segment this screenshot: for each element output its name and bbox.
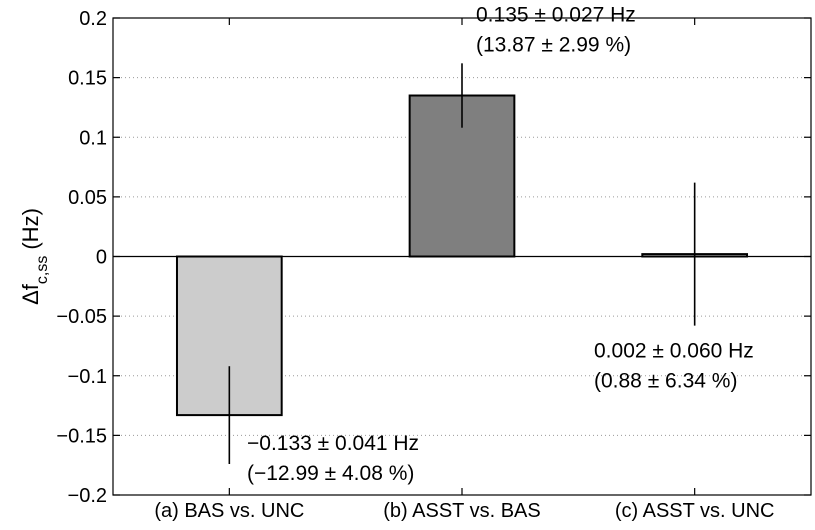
annotation-layer: −0.133 ± 0.041 Hz (−12.99 ± 4.08 %) 0.135 …: [247, 4, 754, 485]
y-axis-label-main: Δf: [18, 283, 43, 305]
y-tick-label: −0.15: [56, 425, 107, 447]
y-axis-label: Δfc,ss (Hz): [18, 208, 51, 305]
data-label-value: −0.133 ± 0.041 Hz: [247, 432, 419, 455]
tick-layer: −0.2 −0.15 −0.1 −0.05 0 0.05 0.1 0.15 0.2 (a) BAS…: [56, 8, 811, 522]
x-category-label: (a) BAS vs. UNC: [154, 500, 304, 522]
y-tick-label: 0: [96, 247, 107, 269]
x-category-label: (b) ASST vs. BAS: [383, 500, 540, 522]
y-axis-label-text: Δfc,ss (Hz): [18, 208, 51, 305]
y-tick-label: 0.15: [68, 68, 107, 90]
y-tick-label: 0.1: [79, 127, 107, 149]
data-label-percent: (0.88 ± 6.34 %): [594, 370, 737, 393]
data-label-value: 0.002 ± 0.060 Hz: [594, 340, 754, 363]
error-bar-layer: [228, 63, 696, 464]
bar: [408, 94, 516, 258]
y-tick-label: −0.1: [68, 366, 107, 388]
data-label-percent: (13.87 ± 2.99 %): [476, 34, 631, 57]
y-tick-label: 0.2: [79, 8, 107, 30]
bar-layer: [175, 94, 749, 417]
y-tick-label: −0.2: [68, 485, 107, 507]
y-axis-label-subscript: c,ss: [34, 256, 51, 284]
data-label-value: 0.135 ± 0.027 Hz: [476, 4, 636, 27]
data-label-percent: (−12.99 ± 4.08 %): [247, 462, 414, 485]
x-category-label: (c) ASST vs. UNC: [615, 500, 775, 522]
y-tick-label: 0.05: [68, 187, 107, 209]
y-axis-label-unit: (Hz): [18, 208, 43, 250]
y-tick-label: −0.05: [56, 306, 107, 328]
